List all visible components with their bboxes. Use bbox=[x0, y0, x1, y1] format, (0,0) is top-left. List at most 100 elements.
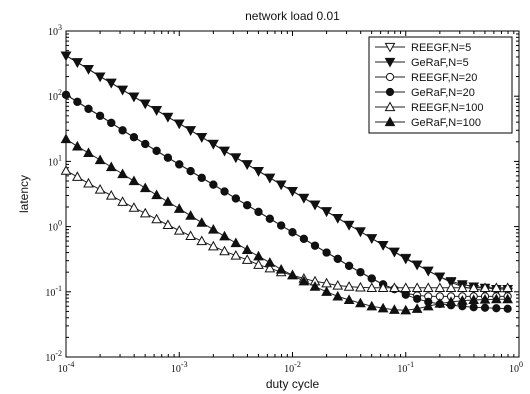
data-point bbox=[207, 224, 219, 234]
data-point bbox=[105, 161, 117, 172]
data-point bbox=[60, 133, 72, 144]
data-point bbox=[310, 241, 320, 250]
data-point bbox=[241, 254, 253, 264]
data-point bbox=[231, 194, 240, 203]
data-point bbox=[173, 119, 185, 130]
data-point bbox=[141, 139, 150, 149]
data-point bbox=[411, 260, 423, 271]
data-point bbox=[72, 171, 83, 181]
legend-entry: REEGF,N=100 bbox=[375, 101, 483, 114]
legend-entry: GeRaF,N=100 bbox=[375, 116, 481, 129]
data-point bbox=[254, 207, 263, 217]
data-point bbox=[389, 282, 400, 292]
data-point bbox=[139, 182, 151, 193]
data-point bbox=[343, 220, 355, 231]
legend-marker bbox=[384, 116, 396, 127]
data-point bbox=[186, 166, 195, 176]
axis-ticks: 10-4 10-3 10-2 10-1 100 10-2 10-1 100 101 102 103 bbox=[45, 23, 523, 375]
series-line bbox=[65, 94, 508, 310]
data-point bbox=[434, 272, 446, 283]
data-point bbox=[264, 257, 276, 267]
data-point bbox=[332, 290, 344, 301]
data-point bbox=[456, 282, 468, 292]
data-point bbox=[207, 139, 219, 150]
data-point bbox=[480, 303, 490, 312]
series-line bbox=[65, 138, 508, 311]
data-point bbox=[197, 173, 206, 182]
y-tick-label: 10-1 bbox=[45, 284, 62, 299]
data-point bbox=[253, 250, 264, 261]
series-line bbox=[65, 170, 508, 289]
data-point bbox=[355, 281, 366, 292]
data-point bbox=[275, 180, 287, 191]
legend-marker bbox=[384, 101, 396, 112]
series-line bbox=[65, 55, 508, 290]
data-point bbox=[366, 282, 378, 292]
data-point bbox=[288, 228, 297, 237]
x-tick-label: 100 bbox=[509, 360, 523, 375]
data-point bbox=[220, 187, 229, 196]
legend-entry: REEGF,N=5 bbox=[375, 42, 471, 54]
legend-label: GeRaF,N=5 bbox=[411, 57, 469, 69]
data-point bbox=[479, 282, 491, 292]
data-point bbox=[367, 274, 376, 283]
legend-marker bbox=[385, 72, 395, 82]
data-point bbox=[479, 294, 491, 304]
data-point bbox=[117, 168, 128, 179]
data-point bbox=[389, 247, 400, 258]
data-point bbox=[175, 160, 184, 169]
data-point bbox=[185, 230, 196, 241]
data-point bbox=[343, 281, 355, 291]
legend-label: GeRaF,N=100 bbox=[411, 117, 481, 129]
x-tick-label: 10-1 bbox=[397, 360, 414, 375]
data-point bbox=[356, 268, 365, 277]
data-point bbox=[253, 259, 264, 269]
data-point bbox=[207, 240, 219, 251]
data-point bbox=[468, 282, 480, 292]
data-point bbox=[434, 282, 446, 292]
y-tick-label: 100 bbox=[48, 219, 62, 234]
data-point bbox=[469, 303, 478, 312]
data-point bbox=[309, 281, 321, 291]
series-geraf-n-100 bbox=[60, 133, 514, 315]
data-point bbox=[355, 227, 366, 238]
data-point bbox=[73, 97, 82, 106]
legend-entry: GeRaF,N=20 bbox=[375, 87, 475, 99]
data-point bbox=[309, 200, 321, 211]
data-point bbox=[355, 297, 366, 308]
data-point bbox=[275, 263, 287, 274]
data-point bbox=[94, 72, 106, 83]
data-point bbox=[377, 302, 389, 313]
legend-label: GeRaF,N=20 bbox=[411, 87, 475, 99]
x-tick-label: 10-2 bbox=[284, 360, 301, 375]
data-point bbox=[322, 248, 331, 257]
data-point bbox=[139, 99, 151, 110]
legend-marker bbox=[384, 57, 396, 68]
x-tick-label: 10-3 bbox=[171, 360, 188, 375]
data-point bbox=[185, 210, 196, 220]
y-tick-label: 103 bbox=[48, 23, 62, 38]
legend-entry: REEGF,N=20 bbox=[375, 72, 477, 84]
data-point bbox=[265, 214, 274, 223]
data-point bbox=[400, 304, 412, 315]
data-point bbox=[128, 175, 140, 186]
legend-label: REEGF,N=20 bbox=[411, 72, 477, 84]
data-point bbox=[377, 282, 389, 292]
data-point bbox=[94, 184, 106, 194]
y-tick-label: 102 bbox=[48, 88, 62, 103]
data-point bbox=[173, 225, 185, 235]
data-point bbox=[241, 160, 253, 170]
data-point bbox=[241, 244, 253, 254]
data-point bbox=[445, 277, 457, 287]
data-point bbox=[400, 254, 412, 265]
data-point bbox=[434, 298, 446, 308]
data-point bbox=[422, 282, 434, 292]
data-point bbox=[230, 153, 242, 163]
data-point bbox=[95, 111, 105, 120]
data-point bbox=[72, 140, 83, 151]
data-point bbox=[411, 303, 423, 313]
data-point bbox=[196, 235, 208, 246]
data-point bbox=[299, 234, 308, 243]
data-point bbox=[219, 146, 230, 157]
